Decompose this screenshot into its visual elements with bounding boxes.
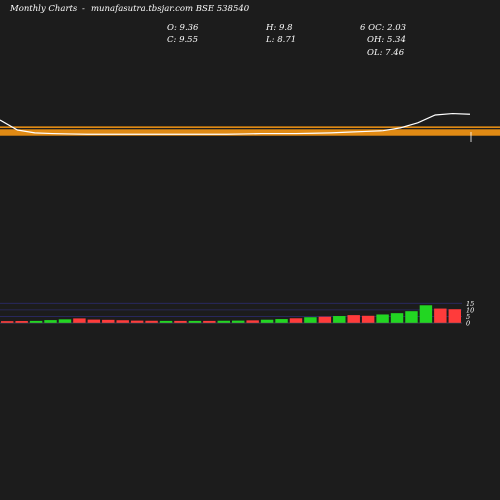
source-label: munafasutra.tbsjar.com BSE 538540 <box>91 4 250 14</box>
volume-bar <box>448 309 461 323</box>
volume-bar <box>347 315 360 323</box>
volume-bar <box>289 318 303 323</box>
volume-bar <box>246 320 259 323</box>
price-chart <box>0 112 500 142</box>
volume-bar <box>318 316 332 323</box>
header-dash: - <box>82 4 85 14</box>
volume-bar <box>29 320 43 323</box>
volume-bar <box>58 319 72 323</box>
volume-bar <box>15 321 28 323</box>
volume-tick-label: 10 <box>466 306 474 314</box>
volume-bar <box>174 320 187 323</box>
volume-bar <box>333 316 346 323</box>
volume-tick-label: 0 <box>466 320 470 328</box>
volume-bar <box>44 320 57 323</box>
volume-bar <box>1 321 14 323</box>
oh-value: OH: 5.34 <box>367 35 406 45</box>
volume-bar <box>73 318 86 323</box>
volume-bar <box>159 320 173 323</box>
open-value: O: 9.36 <box>167 23 199 33</box>
high-value: H: 9.8 <box>266 23 293 33</box>
volume-bar <box>434 308 447 323</box>
volume-tick-label: 5 <box>466 313 470 321</box>
volume-bar <box>203 320 216 323</box>
volume-tick-label: 15 <box>466 300 474 308</box>
volume-bar <box>188 320 202 323</box>
volume-bar <box>217 320 230 323</box>
oc-value: 6 OC: 2.03 <box>360 23 407 33</box>
volume-bar <box>275 319 288 323</box>
volume-bar <box>304 317 317 323</box>
volume-chart <box>0 302 462 324</box>
volume-bar <box>130 320 144 323</box>
ol-value: OL: 7.46 <box>367 48 405 58</box>
volume-bar <box>405 311 418 323</box>
volume-bar <box>87 319 101 323</box>
price-band-fill <box>0 129 500 136</box>
volume-bar <box>145 320 158 323</box>
site-label: Monthly Charts <box>10 4 78 14</box>
volume-bar <box>232 320 245 323</box>
price-line <box>0 112 471 135</box>
low-value: L: 8.71 <box>266 35 297 45</box>
volume-bar <box>260 319 274 323</box>
volume-bar <box>390 313 404 323</box>
volume-bar <box>419 305 433 323</box>
volume-bar <box>102 319 115 323</box>
volume-bar <box>361 315 375 323</box>
close-value: C: 9.55 <box>167 35 198 45</box>
volume-bar <box>376 314 389 323</box>
volume-bar <box>116 320 129 323</box>
